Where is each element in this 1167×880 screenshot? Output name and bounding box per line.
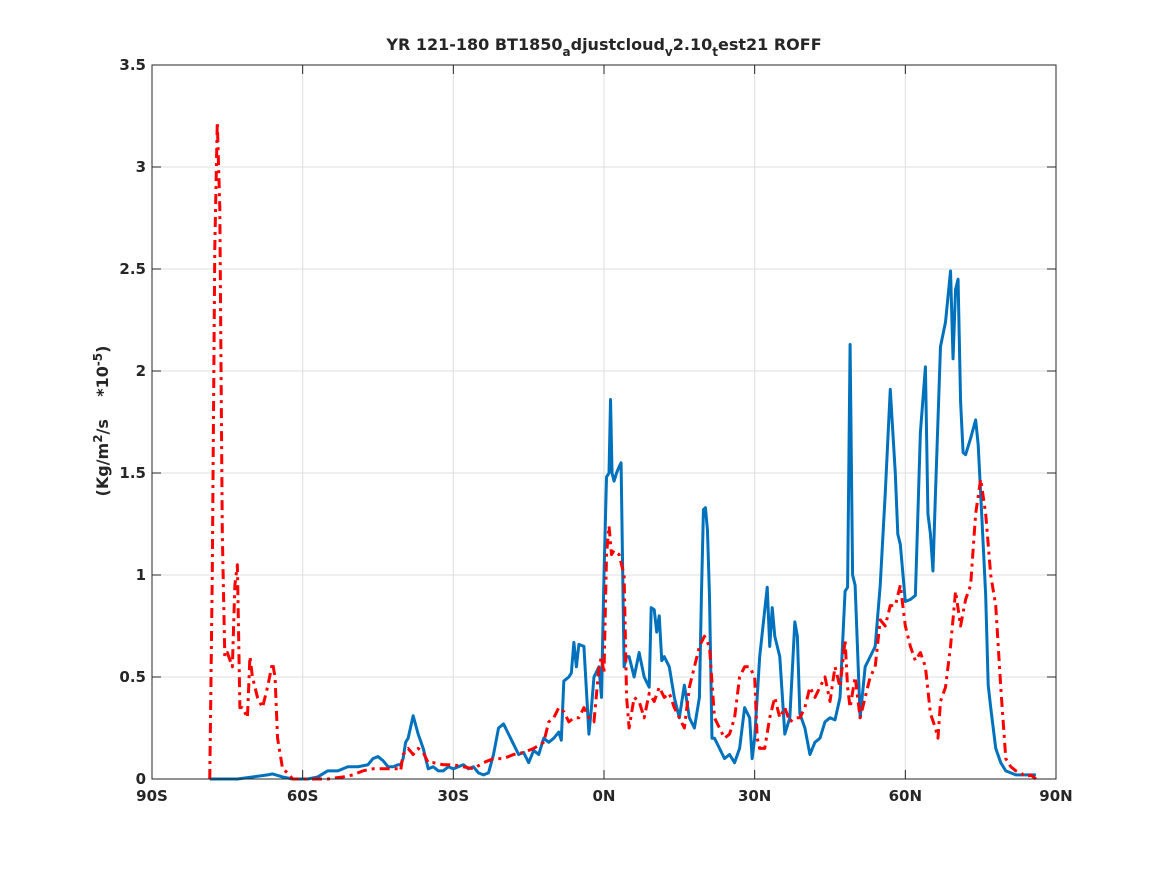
x-tick-label: 90N: [1039, 787, 1072, 805]
title-suffix: est21 ROFF: [718, 35, 822, 54]
chart-title: YR 121-180 BT1850adjustcloudv2.10test21 …: [385, 35, 821, 59]
title-sub-1: a: [563, 45, 571, 59]
y-tick-label: 2: [136, 362, 146, 380]
ylabel-mid: /s *10: [93, 366, 112, 434]
axes-layer: 90S 60S 30S 0N 30N 60N 90N 0 0.5 1 1.5 2 2.5 3 3.5: [119, 56, 1072, 805]
ylabel-sup-1: 2: [91, 434, 105, 442]
ylabel-suffix: ): [93, 346, 112, 353]
y-tick-label: 1.5: [119, 464, 146, 482]
x-tick-label: 90S: [136, 787, 168, 805]
series-line-2-dashdot: [208, 120, 1037, 781]
x-tick-label: 60S: [287, 787, 319, 805]
title-sub-3: t: [712, 45, 718, 59]
ylabel-sup-2: -5: [91, 353, 105, 366]
y-tick-label: 0.5: [119, 668, 146, 686]
y-tick-label: 3: [136, 158, 146, 176]
x-tick-label: 30S: [437, 787, 469, 805]
grid-layer: [152, 65, 1056, 779]
x-tick-label: 0N: [593, 787, 616, 805]
series-layer: [208, 120, 1037, 781]
title-mid-1: djustcloud: [571, 35, 665, 54]
y-tick-label: 0: [136, 770, 146, 788]
y-tick-label: 1: [136, 566, 146, 584]
y-tick-label: 2.5: [119, 260, 146, 278]
title-sub-2: v: [665, 45, 673, 59]
title-prefix: YR 121-180 BT1850: [385, 35, 562, 54]
y-tick-label: 3.5: [119, 56, 146, 74]
series-line-1-solid: [209, 269, 1036, 781]
x-tick-label: 30N: [738, 787, 771, 805]
x-tick-label: 60N: [889, 787, 922, 805]
ylabel-prefix: (Kg/m: [93, 443, 112, 497]
title-mid-2: 2.10: [673, 35, 712, 54]
y-axis-label: (Kg/m2/s *10-5): [91, 346, 112, 497]
